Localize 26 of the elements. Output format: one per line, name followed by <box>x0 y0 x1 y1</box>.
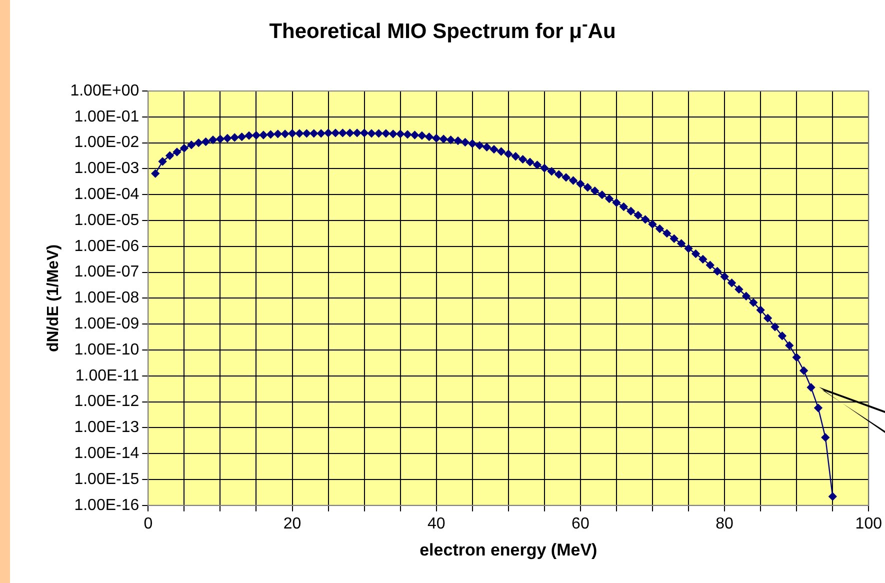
y-tick-label: 1.00E+00 <box>70 82 140 100</box>
y-tick-label: 1.00E-12 <box>74 393 140 410</box>
y-tick-label: 1.00E-14 <box>74 445 140 462</box>
x-tick-label: 80 <box>716 515 734 532</box>
x-tick-label: 40 <box>427 515 446 532</box>
y-tick-label: 1.00E-07 <box>74 264 140 281</box>
y-tick-label: 1.00E-04 <box>74 186 140 204</box>
x-tick-label: 60 <box>572 515 590 532</box>
y-tick-label: 1.00E-16 <box>74 496 140 514</box>
y-tick-label: 1.00E-15 <box>74 470 140 488</box>
chart-title: Theoretical MIO Spectrum for μ$^{-}$Au <box>268 14 617 44</box>
y-tick-label: 1.00E-03 <box>74 160 140 178</box>
x-axis-title: electron energy (MeV) <box>420 540 598 560</box>
y-tick-label: 1.00E-11 <box>75 367 140 384</box>
x-tick-label: 100 <box>855 515 882 532</box>
y-tick-label: 1.00E-09 <box>74 316 140 333</box>
y-axis-title: dN/dE (1/MeV) <box>45 244 62 352</box>
x-tick-label: 20 <box>283 515 302 532</box>
y-tick-label: 1.00E-13 <box>74 419 140 436</box>
y-tick-label: 1.00E-05 <box>74 212 140 229</box>
y-tick-label: 1.00E-06 <box>74 238 140 255</box>
y-tick-label: 1.00E-10 <box>74 341 140 358</box>
y-tick-label: 1.00E-08 <box>74 290 140 307</box>
y-tick-label: 1.00E-01 <box>74 108 140 126</box>
x-tick-label: 0 <box>144 515 153 532</box>
y-tick-label: 1.00E-02 <box>74 134 140 152</box>
